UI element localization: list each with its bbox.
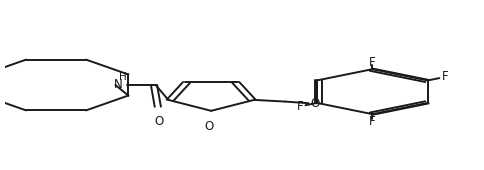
Text: O: O bbox=[310, 97, 319, 110]
Text: F: F bbox=[369, 56, 376, 69]
Text: F: F bbox=[442, 70, 449, 83]
Text: F: F bbox=[296, 100, 303, 113]
Text: F: F bbox=[369, 115, 376, 128]
Text: N: N bbox=[114, 79, 123, 91]
Text: H: H bbox=[119, 72, 126, 82]
Text: O: O bbox=[204, 120, 213, 133]
Text: O: O bbox=[155, 115, 164, 128]
